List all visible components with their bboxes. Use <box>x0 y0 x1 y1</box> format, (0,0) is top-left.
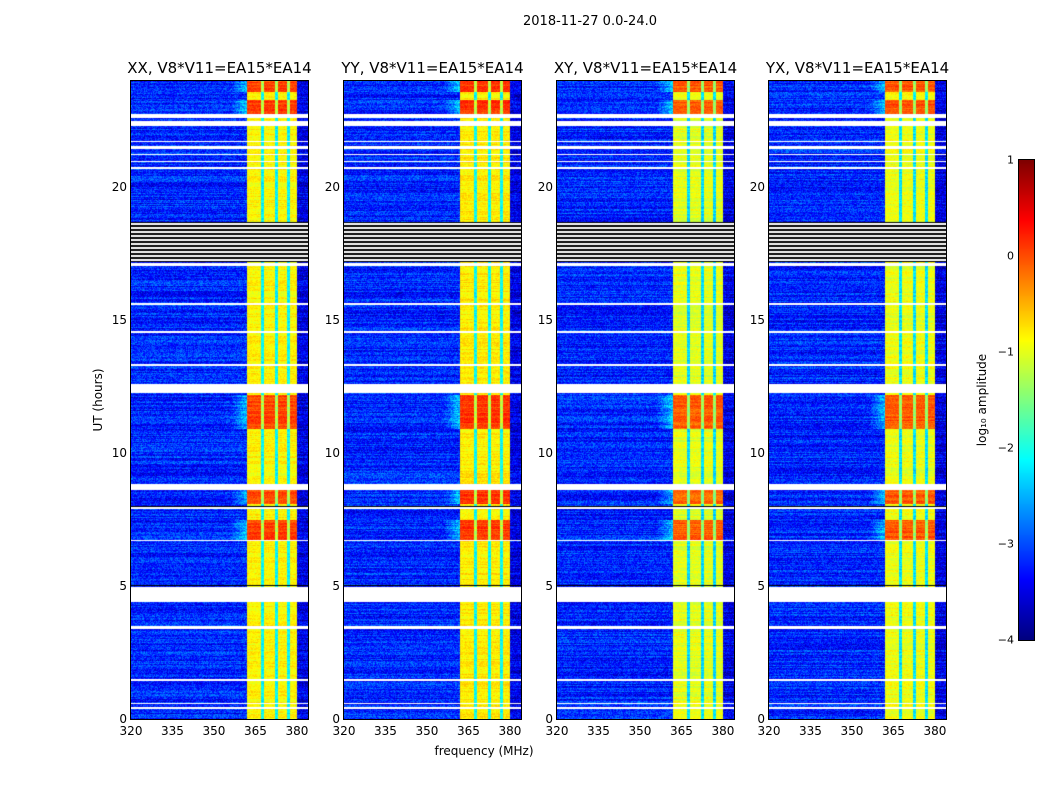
heatmap-cells <box>131 81 308 719</box>
x-tick-label: 335 <box>587 724 610 738</box>
x-tick-label: 350 <box>415 724 439 738</box>
x-tick-label: 320 <box>119 724 143 738</box>
heatmap-panel <box>130 80 309 720</box>
y-tick-label: 20 <box>111 180 127 195</box>
y-axis-label: UT (hours) <box>91 368 105 432</box>
y-tick-label: 10 <box>324 446 340 461</box>
x-tick-label: 365 <box>670 724 693 738</box>
heatmap-cells <box>344 81 521 719</box>
heatmap-panel <box>343 80 522 720</box>
y-tick-label: 5 <box>545 579 553 594</box>
y-tick-label: 15 <box>537 313 553 328</box>
y-tick-label: 0 <box>332 712 340 726</box>
x-tick-label: 380 <box>498 724 522 738</box>
x-tick-label: 335 <box>799 724 822 738</box>
colorbar-tick-label: −3 <box>997 537 1014 551</box>
colorbar-label: log₁₀ amplitude <box>975 353 989 447</box>
x-tick-label: 365 <box>882 724 905 738</box>
x-axis-label: frequency (MHz) <box>434 744 534 758</box>
x-tick-label: 335 <box>374 724 397 738</box>
y-tick-label: 20 <box>749 180 765 195</box>
y-tick-label: 0 <box>757 712 765 726</box>
y-tick-label: 5 <box>332 579 340 594</box>
panel-title: YY, V8*V11=EA15*EA14 <box>341 59 524 77</box>
x-tick-label: 380 <box>923 724 947 738</box>
y-tick-label: 5 <box>757 579 765 594</box>
x-tick-label: 350 <box>840 724 864 738</box>
x-tick-label: 365 <box>457 724 480 738</box>
y-tick-label: 15 <box>749 313 765 328</box>
x-tick-label: 335 <box>161 724 184 738</box>
colorbar-tick-label: 0 <box>1007 249 1014 263</box>
x-tick-label: 320 <box>332 724 356 738</box>
heatmap-cells <box>769 81 946 719</box>
y-tick-label: 20 <box>537 180 553 195</box>
x-tick-label: 380 <box>711 724 735 738</box>
heatmap-panel <box>556 80 735 720</box>
y-tick-label: 10 <box>537 446 553 461</box>
y-tick-label: 10 <box>749 446 765 461</box>
x-tick-label: 350 <box>202 724 226 738</box>
x-tick-label: 365 <box>244 724 267 738</box>
y-tick-label: 10 <box>111 446 127 461</box>
figure-title: 2018-11-27 0.0-24.0 <box>523 14 657 29</box>
panel-title: XY, V8*V11=EA15*EA14 <box>553 59 738 77</box>
y-tick-label: 15 <box>324 313 340 328</box>
colorbar-tick-label: −1 <box>997 345 1014 359</box>
x-tick-label: 320 <box>545 724 569 738</box>
y-tick-label: 5 <box>119 579 127 594</box>
y-tick-label: 15 <box>111 313 127 328</box>
heatmap-cells <box>557 81 734 719</box>
heatmap-panel <box>768 80 947 720</box>
panel-title: YX, V8*V11=EA15*EA14 <box>765 59 950 77</box>
panel-title: XX, V8*V11=EA15*EA14 <box>127 59 312 77</box>
y-tick-label: 0 <box>119 712 127 726</box>
colorbar <box>1018 159 1035 641</box>
y-tick-label: 0 <box>545 712 553 726</box>
x-tick-label: 350 <box>628 724 652 738</box>
colorbar-tick-label: −2 <box>997 441 1014 455</box>
y-tick-label: 20 <box>324 180 340 195</box>
colorbar-tick-label: −4 <box>997 633 1014 647</box>
x-tick-label: 320 <box>757 724 781 738</box>
colorbar-tick-label: 1 <box>1007 153 1014 167</box>
x-tick-label: 380 <box>285 724 309 738</box>
